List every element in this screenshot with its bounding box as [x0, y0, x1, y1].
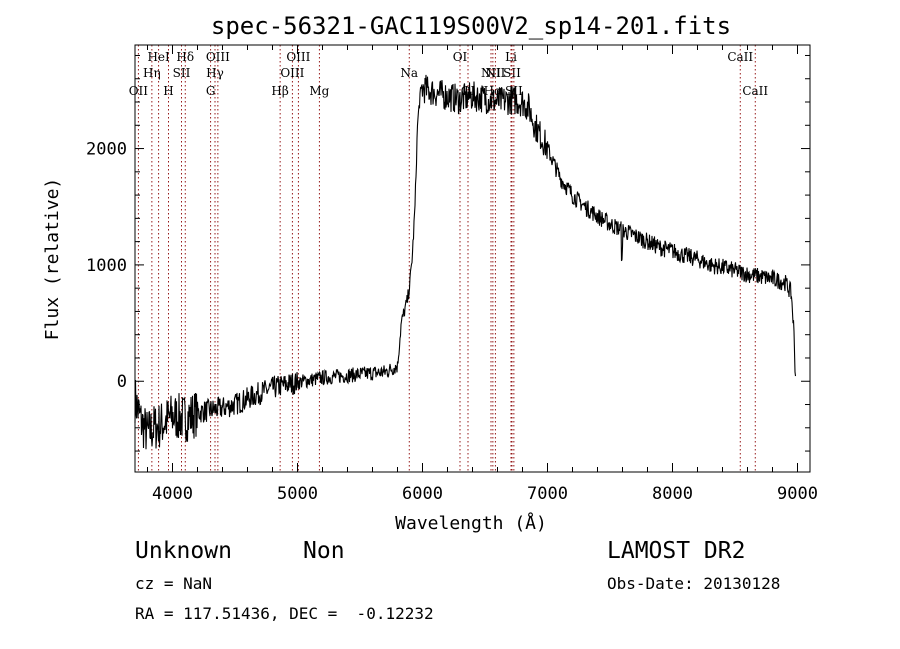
x-axis-label: Wavelength (Å): [395, 512, 547, 534]
line-markers: OIIHηHeIHSIIHδGHγOIIIHβOIIIOIIIMgNaOIOIN…: [129, 45, 768, 472]
line-label-3: H: [163, 84, 173, 98]
class-name: Unknown: [135, 538, 232, 564]
line-label-16: NII: [481, 66, 501, 80]
obs-date: Obs-Date: 20130128: [607, 574, 781, 593]
line-label-23: CaII: [742, 84, 768, 98]
y-tick-label: 1000: [86, 256, 127, 276]
y-axis: 0 1000 2000: [86, 54, 810, 452]
y-tick-label: 0: [117, 372, 127, 392]
survey-name: LAMOST DR2: [607, 538, 746, 564]
line-label-11: OIII: [286, 50, 310, 64]
y-tick-label: 2000: [86, 140, 127, 160]
line-label-10: OIII: [280, 66, 304, 80]
chart-title: spec-56321-GAC119S00V2_sp14-201.fits: [211, 12, 731, 40]
y-axis-label: Flux (relative): [42, 178, 63, 341]
line-label-9: Hβ: [271, 84, 288, 98]
x-tick-label: 7000: [527, 484, 568, 504]
line-label-0: OII: [129, 84, 149, 98]
line-label-7: Hγ: [206, 66, 224, 80]
coordinates: RA = 117.51436, DEC = -0.12232: [135, 604, 434, 623]
line-label-5: Hδ: [176, 50, 194, 64]
line-label-22: CaII: [727, 50, 753, 64]
x-tick-label: 8000: [652, 484, 693, 504]
x-tick-label: 4000: [152, 484, 193, 504]
line-label-20: SII: [503, 66, 521, 80]
line-label-13: Na: [400, 66, 418, 80]
line-label-18: NII: [485, 66, 505, 80]
line-label-4: SII: [173, 66, 191, 80]
line-label-2: HeI: [147, 50, 170, 64]
line-label-8: OIII: [206, 50, 230, 64]
line-label-1: Hη: [143, 66, 161, 80]
x-tick-label: 5000: [277, 484, 318, 504]
plot-frame: [134, 44, 811, 473]
line-label-6: G: [206, 84, 216, 98]
x-tick-label: 9000: [777, 484, 818, 504]
subclass: Non: [303, 538, 345, 564]
line-label-12: Mg: [309, 84, 329, 98]
line-label-19: Li: [505, 50, 517, 64]
spectrum-line: [134, 74, 797, 450]
x-tick-label: 6000: [402, 484, 443, 504]
x-axis: 4000 5000 6000 7000 8000 9000: [147, 45, 818, 504]
line-label-14: OI: [453, 50, 468, 64]
redshift: cz = NaN: [135, 574, 213, 593]
